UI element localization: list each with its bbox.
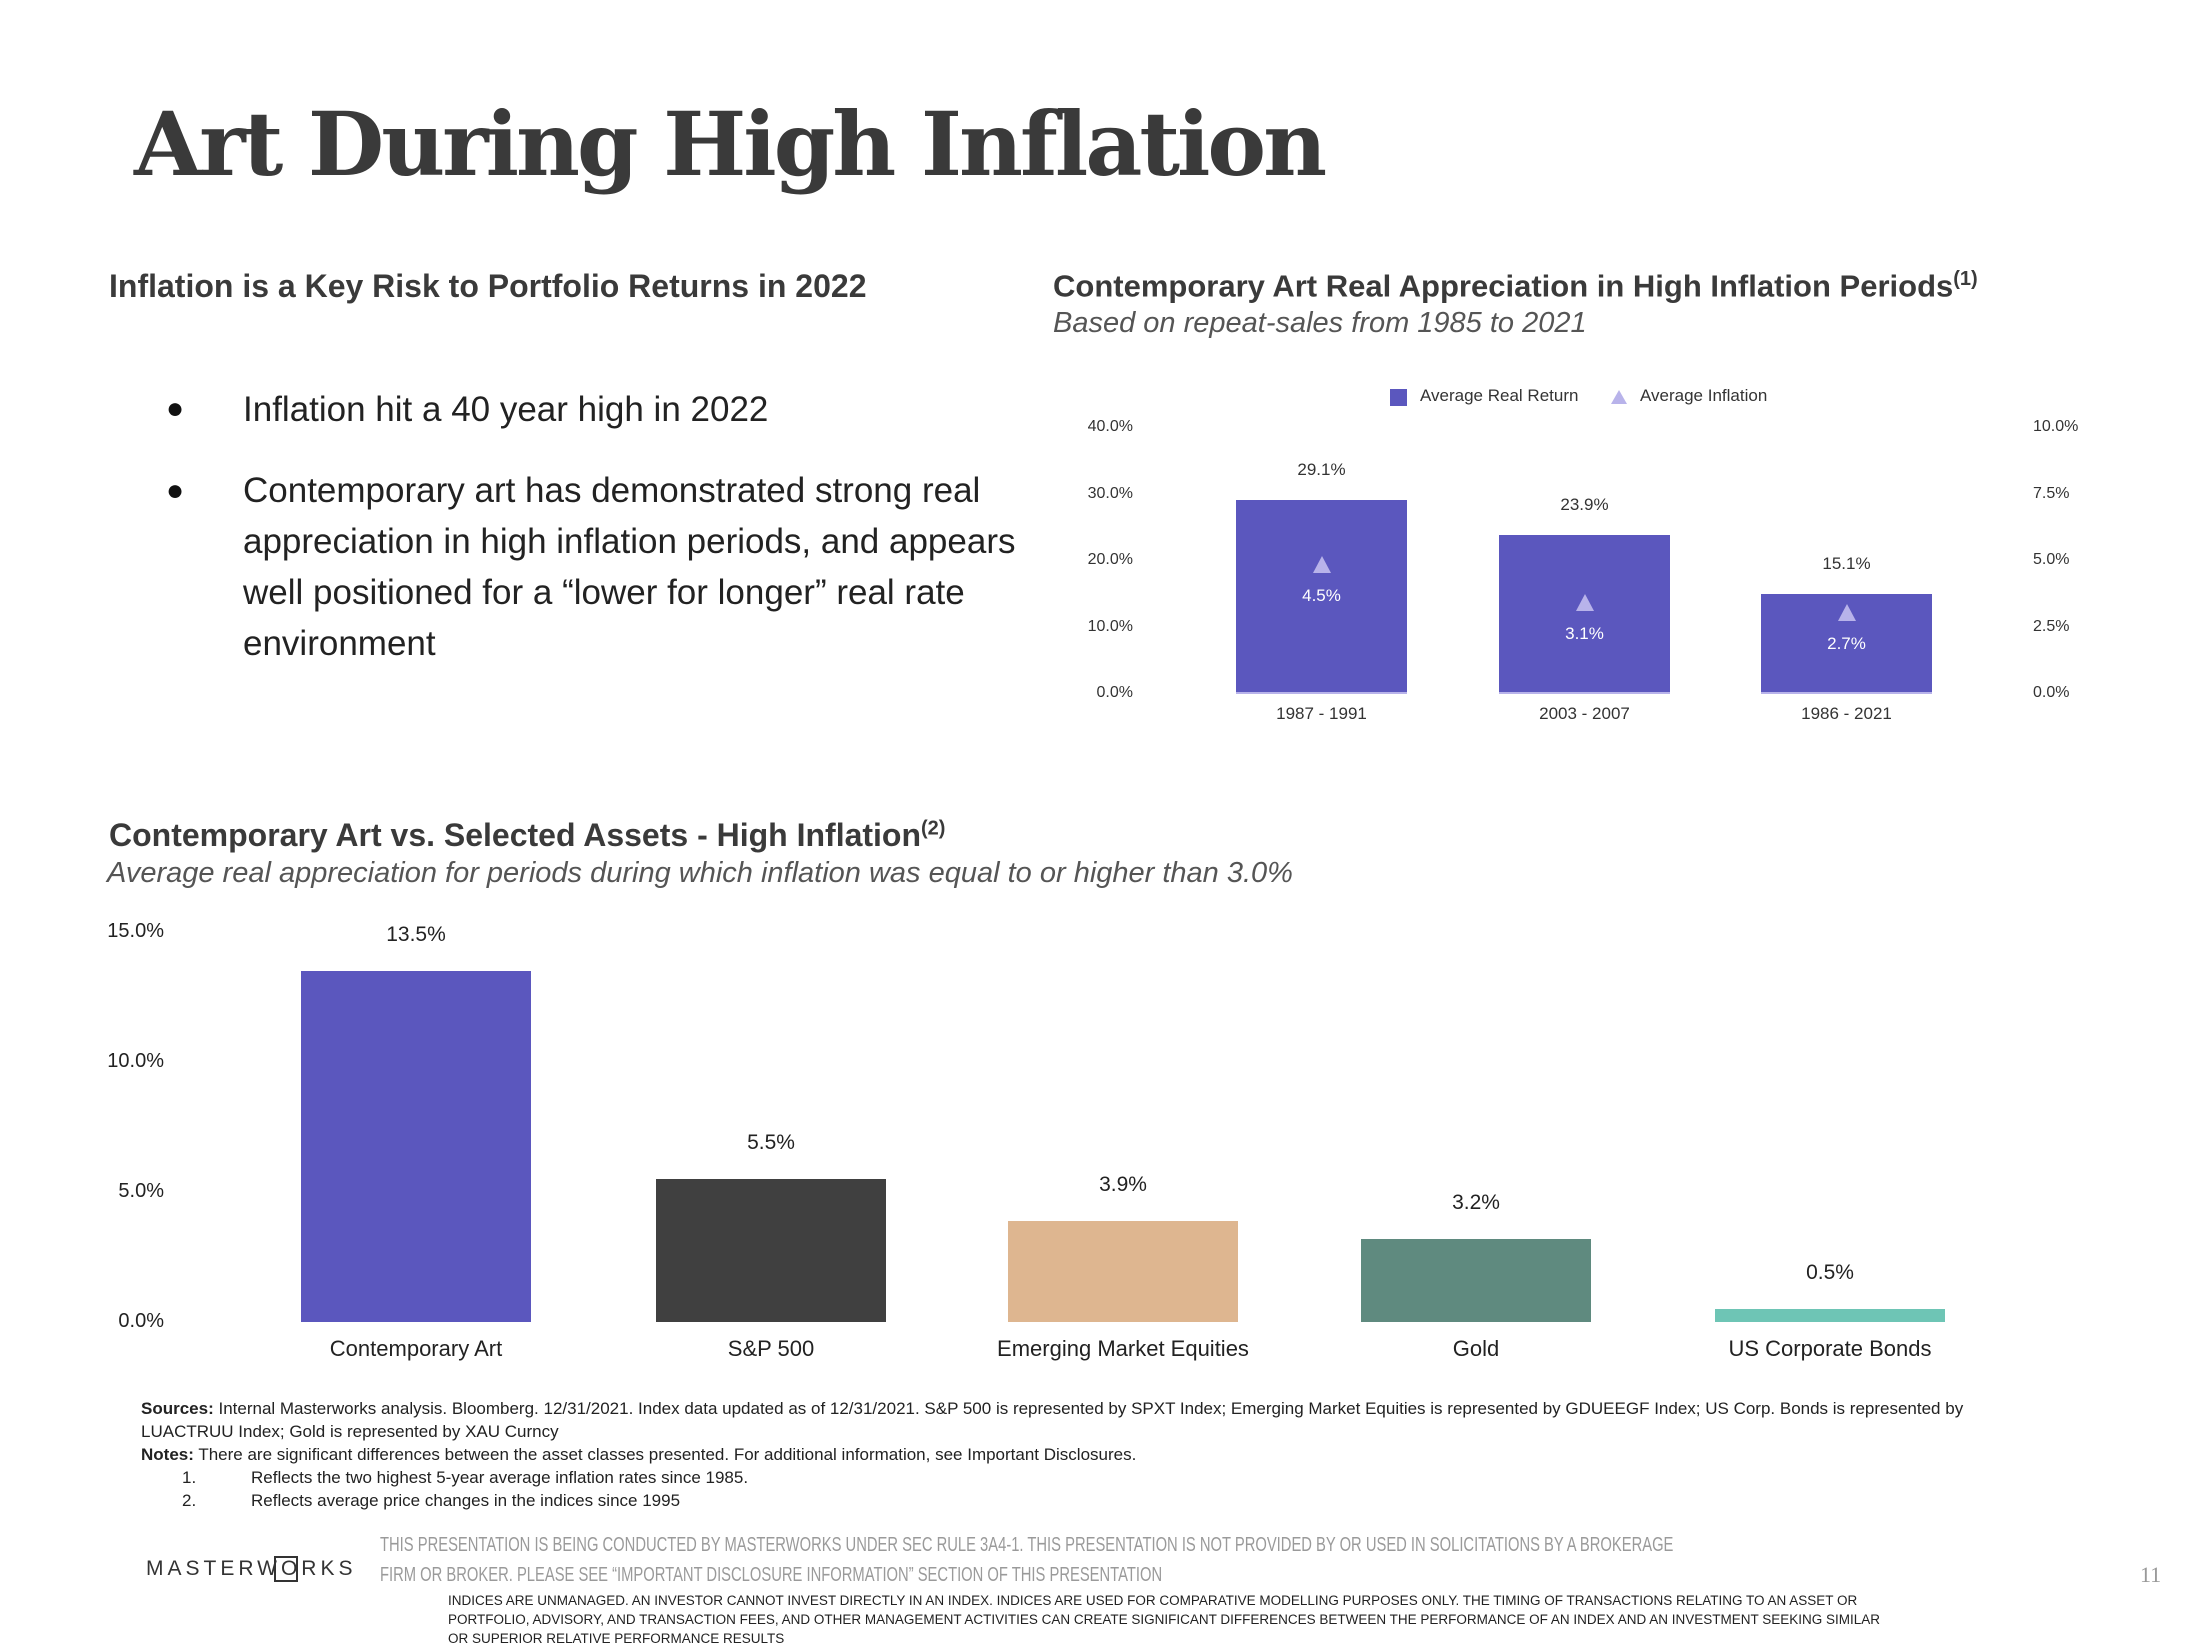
x-axis-category: Gold [1452,1336,1500,1361]
inflation-triangle-marker [1312,556,1331,574]
legend-real-return: Average Real Return [1420,386,1579,405]
note-number: 1. [182,1468,197,1487]
asset-bar [1008,1220,1238,1322]
inflation-triangle-marker [1575,593,1594,611]
y-axis-tick: 15.0% [107,920,164,942]
logo-text: MASTERWORKS [146,1557,357,1580]
legend-inflation: Average Inflation [1640,386,1768,405]
y2-axis-tick: 7.5% [2033,484,2070,502]
heading-text: Contemporary Art Real Appreciation in Hi… [1053,268,1954,304]
page-title: Art During High Inflation [134,92,1327,196]
x-axis-category: S&P 500 [727,1336,815,1361]
disclaimer: THIS PRESENTATION IS BEING CONDUCTED BY … [380,1533,1674,1556]
right-chart-subtitle: Based on repeat-sales from 1985 to 2021 [1053,307,1587,339]
indices-disclaimer: INDICES ARE UNMANAGED. AN INVESTOR CANNO… [448,1593,1858,1608]
bar-value-label: 3.2% [1452,1190,1500,1214]
sources-label: Sources: [141,1399,214,1418]
y-axis-tick: 10.0% [1087,617,1133,635]
y-axis-tick: 0.0% [1096,684,1133,701]
indices-disclaimer: PORTFOLIO, ADVISORY, AND TRANSACTION FEE… [448,1612,1881,1627]
asset-bar [1715,1309,1945,1322]
bar-value-label: 5.5% [747,1131,795,1154]
notes-label: Notes: [141,1445,194,1464]
bullet-text: Contemporary art has demonstrated strong… [243,471,1016,663]
legend-swatch-real-return [1390,389,1407,406]
asset-bar [656,1179,886,1322]
y-axis-tick: 5.0% [118,1180,164,1202]
footnote-ref: (1) [1953,268,1978,290]
x-axis-category: 2003 - 2007 [1539,704,1630,723]
masterworks-logo: MASTERWORKS [146,1557,356,1581]
note-text: Reflects average price changes in the in… [251,1491,681,1510]
x-axis-category: US Corporate Bonds [1728,1336,1932,1361]
note-number: 2. [182,1491,197,1510]
y2-axis-tick: 0.0% [2033,684,2070,701]
y-axis-tick: 40.0% [1087,418,1133,435]
y2-axis-tick: 2.5% [2033,617,2070,635]
bottom-chart-heading: Contemporary Art vs. Selected Assets - H… [109,817,945,854]
indices-disclaimer: OR SUPERIOR RELATIVE PERFORMANCE RESULTS [448,1631,785,1646]
y-axis-tick: 20.0% [1087,551,1133,568]
x-axis-category: 1986 - 2021 [1801,704,1892,723]
y-axis-tick: 30.0% [1087,484,1133,502]
sources-note-cont: LUACTRUU Index; Gold is represented by X… [141,1422,559,1441]
bar-value-label: 23.9% [1560,495,1609,515]
y2-axis-tick: 5.0% [2033,551,2070,568]
x-axis-category: Contemporary Art [329,1336,503,1361]
bar-value-label: 3.9% [1099,1172,1147,1196]
bottom-chart-subtitle: Average real appreciation for periods du… [107,857,1293,889]
inflation-triangle-marker [1837,604,1856,622]
bullet-text: Inflation hit a 40 year high in 2022 [243,390,769,429]
asset-comparison-chart: 0.0% 5.0% 10.0% 15.0% 13.5% Contemporary Art 5… [107,920,1945,1361]
x-axis-category: Emerging Market Equities [997,1336,1249,1361]
sources-text: Internal Masterworks analysis. Bloomberg… [213,1399,1964,1418]
bar-real-return [1761,593,1932,694]
inflation-value-label: 3.1% [1565,623,1604,643]
page-number: 11 [2140,1562,2162,1587]
inflation-value-label: 4.5% [1302,586,1341,606]
y2-axis-tick: 10.0% [2033,418,2079,435]
y-axis-tick: 0.0% [118,1310,164,1332]
note-text: Reflects the two highest 5-year average … [251,1468,749,1487]
footnote-ref: (2) [921,817,946,840]
bar-value-label: 13.5% [386,923,446,946]
sources-note: Sources: Internal Masterworks analysis. … [141,1399,1963,1419]
x-axis-category: 1987 - 1991 [1276,704,1367,723]
bar-real-return [1236,500,1407,694]
right-chart-heading: Contemporary Art Real Appreciation in Hi… [1053,268,1978,304]
bar-value-label: 29.1% [1297,460,1346,480]
bar-value-label: 0.5% [1806,1261,1854,1284]
y-axis-tick: 10.0% [107,1050,164,1072]
asset-bar [301,971,531,1322]
legend-triangle-icon [1611,390,1627,404]
logo-box-icon [274,1556,298,1582]
disclaimer: FIRM OR BROKER. PLEASE SEE “IMPORTANT DI… [380,1563,1163,1586]
bullet-icon: ● [166,392,185,425]
bar-value-label: 15.1% [1822,553,1871,573]
asset-bar [1361,1238,1591,1322]
notes-text: There are significant differences betwee… [193,1445,1137,1464]
bar-real-return [1499,535,1670,694]
bullet-icon: ● [166,474,185,507]
left-heading: Inflation is a Key Risk to Portfolio Ret… [109,268,867,304]
heading-text: Contemporary Art vs. Selected Assets - H… [109,817,922,853]
inflation-value-label: 2.7% [1827,634,1866,654]
notes: Notes: There are significant differences… [141,1445,1136,1465]
